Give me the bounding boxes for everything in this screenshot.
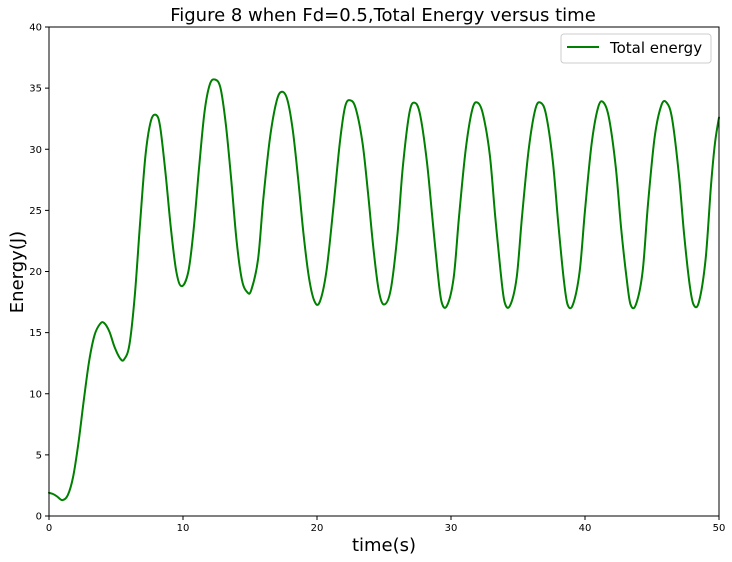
x-tick-label: 0	[46, 523, 52, 534]
legend-box	[560, 33, 712, 64]
y-tick-label: 10	[29, 389, 42, 400]
x-axis-ticks: 0 10 20 30 40 50	[46, 516, 726, 534]
x-tick-label: 30	[445, 523, 458, 534]
y-tick-label: 35	[29, 84, 42, 95]
x-tick-label: 40	[579, 523, 592, 534]
legend-label-total-energy: Total energy	[609, 39, 702, 57]
y-tick-label: 0	[36, 512, 42, 523]
y-tick-label: 40	[29, 23, 42, 34]
y-tick-label: 30	[29, 145, 42, 156]
series-layer	[48, 78, 720, 502]
y-tick-label: 20	[29, 267, 42, 278]
chart-title: Figure 8 when Fd=0.5,Total Energy versus…	[170, 5, 596, 26]
plot-frame	[48, 26, 720, 517]
x-tick-label: 20	[311, 523, 324, 534]
plot-area	[49, 27, 719, 516]
y-tick-label: 5	[36, 450, 42, 461]
x-axis-label: time(s)	[352, 535, 416, 556]
y-axis-label: Energy(J)	[7, 231, 28, 313]
y-tick-label: 15	[29, 328, 42, 339]
x-tick-label: 10	[177, 523, 190, 534]
y-axis-ticks: 0 5 10 15 20 25 30 35 40	[29, 23, 49, 523]
legend: Total energy	[560, 33, 712, 64]
x-tick-label: 50	[713, 523, 726, 534]
series-line-total-energy	[48, 78, 720, 502]
y-tick-label: 25	[29, 206, 42, 217]
plot-background	[49, 27, 719, 516]
